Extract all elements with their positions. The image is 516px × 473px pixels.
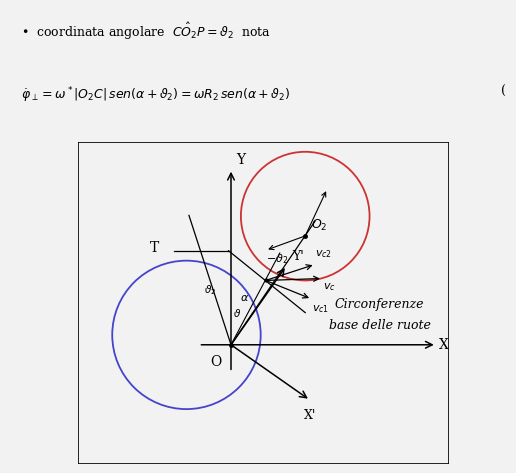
- Text: $\vartheta_2$: $\vartheta_2$: [204, 283, 216, 297]
- Text: $\mathit{v}_{c1}$: $\mathit{v}_{c1}$: [312, 303, 329, 315]
- Text: $\dot{\varphi}_{\perp} = \omega^*|O_2C|\,sen(\alpha + \vartheta_2) = \omega R_2\: $\dot{\varphi}_{\perp} = \omega^*|O_2C|\…: [21, 85, 290, 105]
- Text: $\mathit{v}_{c}$: $\mathit{v}_{c}$: [322, 281, 335, 293]
- Text: T: T: [150, 241, 159, 255]
- Text: X': X': [304, 409, 317, 421]
- Text: (: (: [501, 85, 506, 98]
- Text: $\vartheta$: $\vartheta$: [233, 307, 241, 319]
- Text: $-\vartheta_2$: $-\vartheta_2$: [266, 252, 288, 266]
- Text: $\alpha$: $\alpha$: [240, 293, 249, 303]
- Text: Y: Y: [236, 153, 245, 166]
- Text: $\mathit{v}_{c2}$: $\mathit{v}_{c2}$: [315, 248, 332, 260]
- Text: •  coordinata angolare  $C\hat{O}_2P = \vartheta_2$  nota: • coordinata angolare $C\hat{O}_2P = \va…: [21, 21, 270, 43]
- Text: $O_2$: $O_2$: [312, 219, 328, 234]
- Text: X: X: [439, 338, 449, 352]
- Text: O: O: [210, 355, 221, 368]
- Text: Circonferenze
base delle ruote: Circonferenze base delle ruote: [329, 298, 430, 332]
- Text: Y': Y': [293, 250, 304, 263]
